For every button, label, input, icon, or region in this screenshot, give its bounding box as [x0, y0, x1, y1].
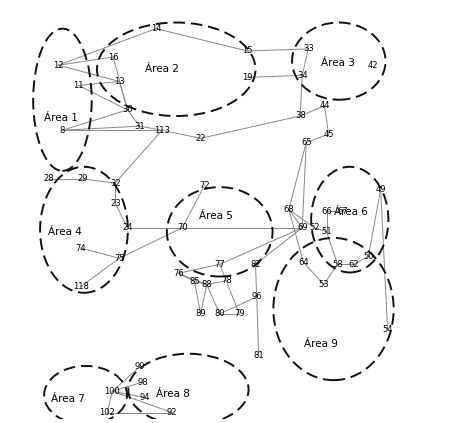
- Text: 62: 62: [348, 260, 359, 269]
- Text: 80: 80: [214, 309, 225, 319]
- Text: Área 7: Área 7: [51, 394, 86, 404]
- Text: 69: 69: [297, 223, 307, 232]
- Text: 45: 45: [324, 130, 334, 139]
- Text: 23: 23: [110, 199, 121, 208]
- Text: Área 1: Área 1: [44, 113, 78, 123]
- Text: 38: 38: [295, 112, 306, 121]
- Text: Área 4: Área 4: [48, 227, 82, 237]
- Text: 72: 72: [199, 181, 210, 190]
- Text: 96: 96: [252, 292, 262, 301]
- Text: 50: 50: [363, 252, 374, 261]
- Text: 33: 33: [303, 44, 314, 53]
- Text: 54: 54: [382, 325, 393, 334]
- Text: 113: 113: [154, 126, 170, 135]
- Text: 76: 76: [173, 269, 184, 278]
- Text: 77: 77: [214, 260, 225, 269]
- Text: 51: 51: [321, 227, 332, 236]
- Text: 30: 30: [122, 105, 133, 114]
- Text: 68: 68: [284, 205, 294, 214]
- Text: 22: 22: [195, 134, 206, 143]
- Text: 102: 102: [99, 408, 115, 417]
- Text: 44: 44: [320, 102, 330, 110]
- Text: Área 5: Área 5: [198, 212, 233, 221]
- Text: 28: 28: [43, 174, 54, 184]
- Text: Área 9: Área 9: [304, 338, 338, 349]
- Text: 52: 52: [309, 223, 320, 232]
- Text: 82: 82: [250, 260, 261, 269]
- Text: 99: 99: [135, 362, 145, 371]
- Text: 70: 70: [177, 223, 188, 232]
- Text: 11: 11: [73, 81, 84, 90]
- Text: 29: 29: [77, 174, 88, 184]
- Text: 98: 98: [137, 378, 148, 387]
- Text: Área 2: Área 2: [145, 64, 179, 74]
- Text: 74: 74: [76, 244, 86, 253]
- Text: 78: 78: [221, 276, 232, 285]
- Text: 75: 75: [114, 254, 125, 263]
- Text: 79: 79: [234, 309, 244, 319]
- Text: 14: 14: [151, 24, 161, 33]
- Text: 24: 24: [122, 223, 133, 232]
- Text: 53: 53: [319, 280, 329, 289]
- Text: Área 8: Área 8: [156, 390, 190, 399]
- Text: 100: 100: [104, 387, 120, 396]
- Text: 64: 64: [298, 258, 309, 267]
- Text: 13: 13: [114, 77, 125, 86]
- Text: 118: 118: [73, 282, 89, 291]
- Text: Área 3: Área 3: [320, 58, 355, 68]
- Text: 12: 12: [53, 60, 63, 70]
- Text: Área 6: Área 6: [333, 207, 367, 217]
- Text: 15: 15: [242, 47, 252, 55]
- Text: 42: 42: [368, 60, 378, 70]
- Text: 94: 94: [140, 393, 150, 402]
- Text: 32: 32: [110, 179, 121, 187]
- Text: 67: 67: [338, 207, 348, 216]
- Text: 49: 49: [375, 185, 386, 194]
- Text: 92: 92: [167, 408, 177, 417]
- Text: 81: 81: [253, 351, 264, 360]
- Text: 88: 88: [201, 280, 212, 289]
- Text: 65: 65: [301, 138, 311, 147]
- Text: 66: 66: [321, 207, 332, 216]
- Text: 19: 19: [242, 73, 252, 82]
- Text: 58: 58: [332, 260, 343, 269]
- Text: 34: 34: [297, 71, 307, 80]
- Text: 16: 16: [108, 52, 118, 62]
- Text: 89: 89: [195, 309, 206, 319]
- Text: 8: 8: [60, 126, 65, 135]
- Text: 85: 85: [189, 277, 200, 286]
- Text: 31: 31: [135, 122, 145, 131]
